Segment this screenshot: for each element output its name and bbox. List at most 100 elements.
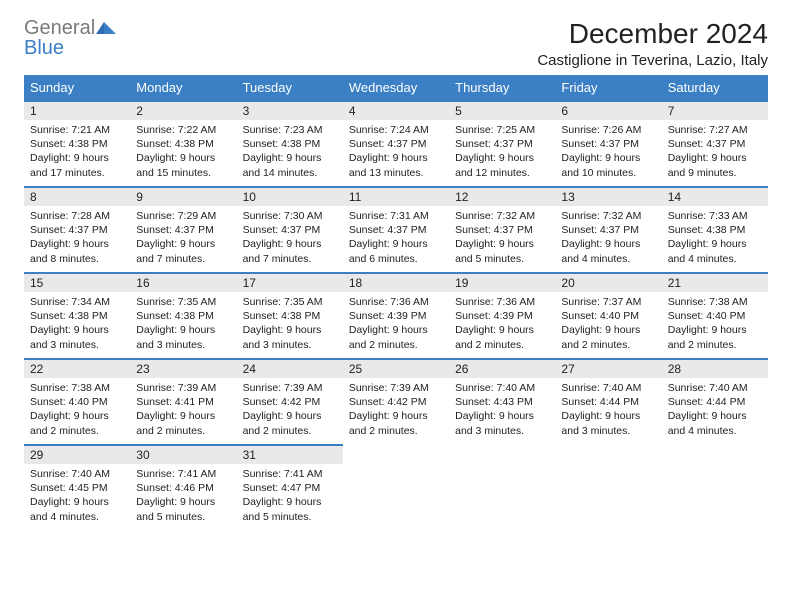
calendar-cell: 23Sunrise: 7:39 AMSunset: 4:41 PMDayligh… <box>130 359 236 445</box>
day-number: 25 <box>343 360 449 378</box>
day-number: 3 <box>237 102 343 120</box>
calendar-cell: 13Sunrise: 7:32 AMSunset: 4:37 PMDayligh… <box>555 187 661 273</box>
day-number: 12 <box>449 188 555 206</box>
day-data: Sunrise: 7:41 AMSunset: 4:47 PMDaylight:… <box>237 464 343 529</box>
sunset-text: Sunset: 4:44 PM <box>668 395 762 409</box>
day-number: 9 <box>130 188 236 206</box>
weekday-header: Saturday <box>662 75 768 101</box>
sunrise-text: Sunrise: 7:26 AM <box>561 123 655 137</box>
daylight-text: Daylight: 9 hours and 5 minutes. <box>243 495 337 523</box>
sunset-text: Sunset: 4:42 PM <box>243 395 337 409</box>
daylight-text: Daylight: 9 hours and 4 minutes. <box>668 237 762 265</box>
daylight-text: Daylight: 9 hours and 3 minutes. <box>243 323 337 351</box>
day-data: Sunrise: 7:40 AMSunset: 4:45 PMDaylight:… <box>24 464 130 529</box>
day-data: Sunrise: 7:32 AMSunset: 4:37 PMDaylight:… <box>449 206 555 271</box>
calendar-cell: 19Sunrise: 7:36 AMSunset: 4:39 PMDayligh… <box>449 273 555 359</box>
sunrise-text: Sunrise: 7:35 AM <box>243 295 337 309</box>
daylight-text: Daylight: 9 hours and 7 minutes. <box>136 237 230 265</box>
sunrise-text: Sunrise: 7:36 AM <box>349 295 443 309</box>
daylight-text: Daylight: 9 hours and 8 minutes. <box>30 237 124 265</box>
calendar-cell: 28Sunrise: 7:40 AMSunset: 4:44 PMDayligh… <box>662 359 768 445</box>
sunrise-text: Sunrise: 7:41 AM <box>243 467 337 481</box>
sunrise-text: Sunrise: 7:38 AM <box>30 381 124 395</box>
day-data: Sunrise: 7:21 AMSunset: 4:38 PMDaylight:… <box>24 120 130 185</box>
daylight-text: Daylight: 9 hours and 2 minutes. <box>561 323 655 351</box>
calendar-cell: 25Sunrise: 7:39 AMSunset: 4:42 PMDayligh… <box>343 359 449 445</box>
daylight-text: Daylight: 9 hours and 3 minutes. <box>30 323 124 351</box>
day-number: 21 <box>662 274 768 292</box>
sunset-text: Sunset: 4:38 PM <box>30 309 124 323</box>
daylight-text: Daylight: 9 hours and 5 minutes. <box>455 237 549 265</box>
sunrise-text: Sunrise: 7:40 AM <box>455 381 549 395</box>
day-data: Sunrise: 7:35 AMSunset: 4:38 PMDaylight:… <box>237 292 343 357</box>
daylight-text: Daylight: 9 hours and 2 minutes. <box>349 323 443 351</box>
calendar-cell: 26Sunrise: 7:40 AMSunset: 4:43 PMDayligh… <box>449 359 555 445</box>
sunrise-text: Sunrise: 7:29 AM <box>136 209 230 223</box>
header: General Blue December 2024 Castiglione i… <box>24 18 768 69</box>
daylight-text: Daylight: 9 hours and 10 minutes. <box>561 151 655 179</box>
sunrise-text: Sunrise: 7:41 AM <box>136 467 230 481</box>
daylight-text: Daylight: 9 hours and 2 minutes. <box>349 409 443 437</box>
sunrise-text: Sunrise: 7:31 AM <box>349 209 443 223</box>
day-data: Sunrise: 7:25 AMSunset: 4:37 PMDaylight:… <box>449 120 555 185</box>
daylight-text: Daylight: 9 hours and 12 minutes. <box>455 151 549 179</box>
day-data: Sunrise: 7:37 AMSunset: 4:40 PMDaylight:… <box>555 292 661 357</box>
day-number: 1 <box>24 102 130 120</box>
calendar-cell: 27Sunrise: 7:40 AMSunset: 4:44 PMDayligh… <box>555 359 661 445</box>
brand-mark-icon <box>96 18 118 38</box>
sunrise-text: Sunrise: 7:37 AM <box>561 295 655 309</box>
daylight-text: Daylight: 9 hours and 2 minutes. <box>668 323 762 351</box>
brand-text-1: General <box>24 17 95 39</box>
sunset-text: Sunset: 4:37 PM <box>455 223 549 237</box>
calendar-cell <box>449 445 555 531</box>
daylight-text: Daylight: 9 hours and 4 minutes. <box>561 237 655 265</box>
day-number: 14 <box>662 188 768 206</box>
calendar-cell: 2Sunrise: 7:22 AMSunset: 4:38 PMDaylight… <box>130 101 236 187</box>
sunset-text: Sunset: 4:37 PM <box>668 137 762 151</box>
calendar-body: 1Sunrise: 7:21 AMSunset: 4:38 PMDaylight… <box>24 101 768 531</box>
day-number: 22 <box>24 360 130 378</box>
day-number: 27 <box>555 360 661 378</box>
calendar-row: 8Sunrise: 7:28 AMSunset: 4:37 PMDaylight… <box>24 187 768 273</box>
title-block: December 2024 Castiglione in Teverina, L… <box>537 18 768 69</box>
day-data: Sunrise: 7:39 AMSunset: 4:41 PMDaylight:… <box>130 378 236 443</box>
calendar-row: 29Sunrise: 7:40 AMSunset: 4:45 PMDayligh… <box>24 445 768 531</box>
location-text: Castiglione in Teverina, Lazio, Italy <box>537 52 768 69</box>
calendar-cell: 15Sunrise: 7:34 AMSunset: 4:38 PMDayligh… <box>24 273 130 359</box>
daylight-text: Daylight: 9 hours and 3 minutes. <box>455 409 549 437</box>
daylight-text: Daylight: 9 hours and 2 minutes. <box>243 409 337 437</box>
day-number: 30 <box>130 446 236 464</box>
brand-logo: General Blue <box>24 18 118 58</box>
calendar-head: Sunday Monday Tuesday Wednesday Thursday… <box>24 75 768 101</box>
calendar-table: Sunday Monday Tuesday Wednesday Thursday… <box>24 75 768 531</box>
sunset-text: Sunset: 4:38 PM <box>30 137 124 151</box>
weekday-header: Monday <box>130 75 236 101</box>
daylight-text: Daylight: 9 hours and 5 minutes. <box>136 495 230 523</box>
calendar-cell <box>662 445 768 531</box>
sunset-text: Sunset: 4:37 PM <box>349 137 443 151</box>
day-number: 20 <box>555 274 661 292</box>
day-number: 23 <box>130 360 236 378</box>
calendar-cell: 20Sunrise: 7:37 AMSunset: 4:40 PMDayligh… <box>555 273 661 359</box>
sunrise-text: Sunrise: 7:36 AM <box>455 295 549 309</box>
sunset-text: Sunset: 4:42 PM <box>349 395 443 409</box>
daylight-text: Daylight: 9 hours and 6 minutes. <box>349 237 443 265</box>
weekday-header: Thursday <box>449 75 555 101</box>
sunset-text: Sunset: 4:37 PM <box>243 223 337 237</box>
brand-line1: General <box>24 18 118 38</box>
day-data: Sunrise: 7:35 AMSunset: 4:38 PMDaylight:… <box>130 292 236 357</box>
sunrise-text: Sunrise: 7:32 AM <box>455 209 549 223</box>
calendar-cell: 14Sunrise: 7:33 AMSunset: 4:38 PMDayligh… <box>662 187 768 273</box>
day-number: 18 <box>343 274 449 292</box>
day-number: 6 <box>555 102 661 120</box>
calendar-cell: 10Sunrise: 7:30 AMSunset: 4:37 PMDayligh… <box>237 187 343 273</box>
calendar-cell: 1Sunrise: 7:21 AMSunset: 4:38 PMDaylight… <box>24 101 130 187</box>
sunset-text: Sunset: 4:37 PM <box>455 137 549 151</box>
day-data: Sunrise: 7:40 AMSunset: 4:43 PMDaylight:… <box>449 378 555 443</box>
daylight-text: Daylight: 9 hours and 9 minutes. <box>668 151 762 179</box>
sunset-text: Sunset: 4:38 PM <box>243 137 337 151</box>
sunset-text: Sunset: 4:45 PM <box>30 481 124 495</box>
sunset-text: Sunset: 4:38 PM <box>668 223 762 237</box>
sunset-text: Sunset: 4:44 PM <box>561 395 655 409</box>
day-number: 28 <box>662 360 768 378</box>
